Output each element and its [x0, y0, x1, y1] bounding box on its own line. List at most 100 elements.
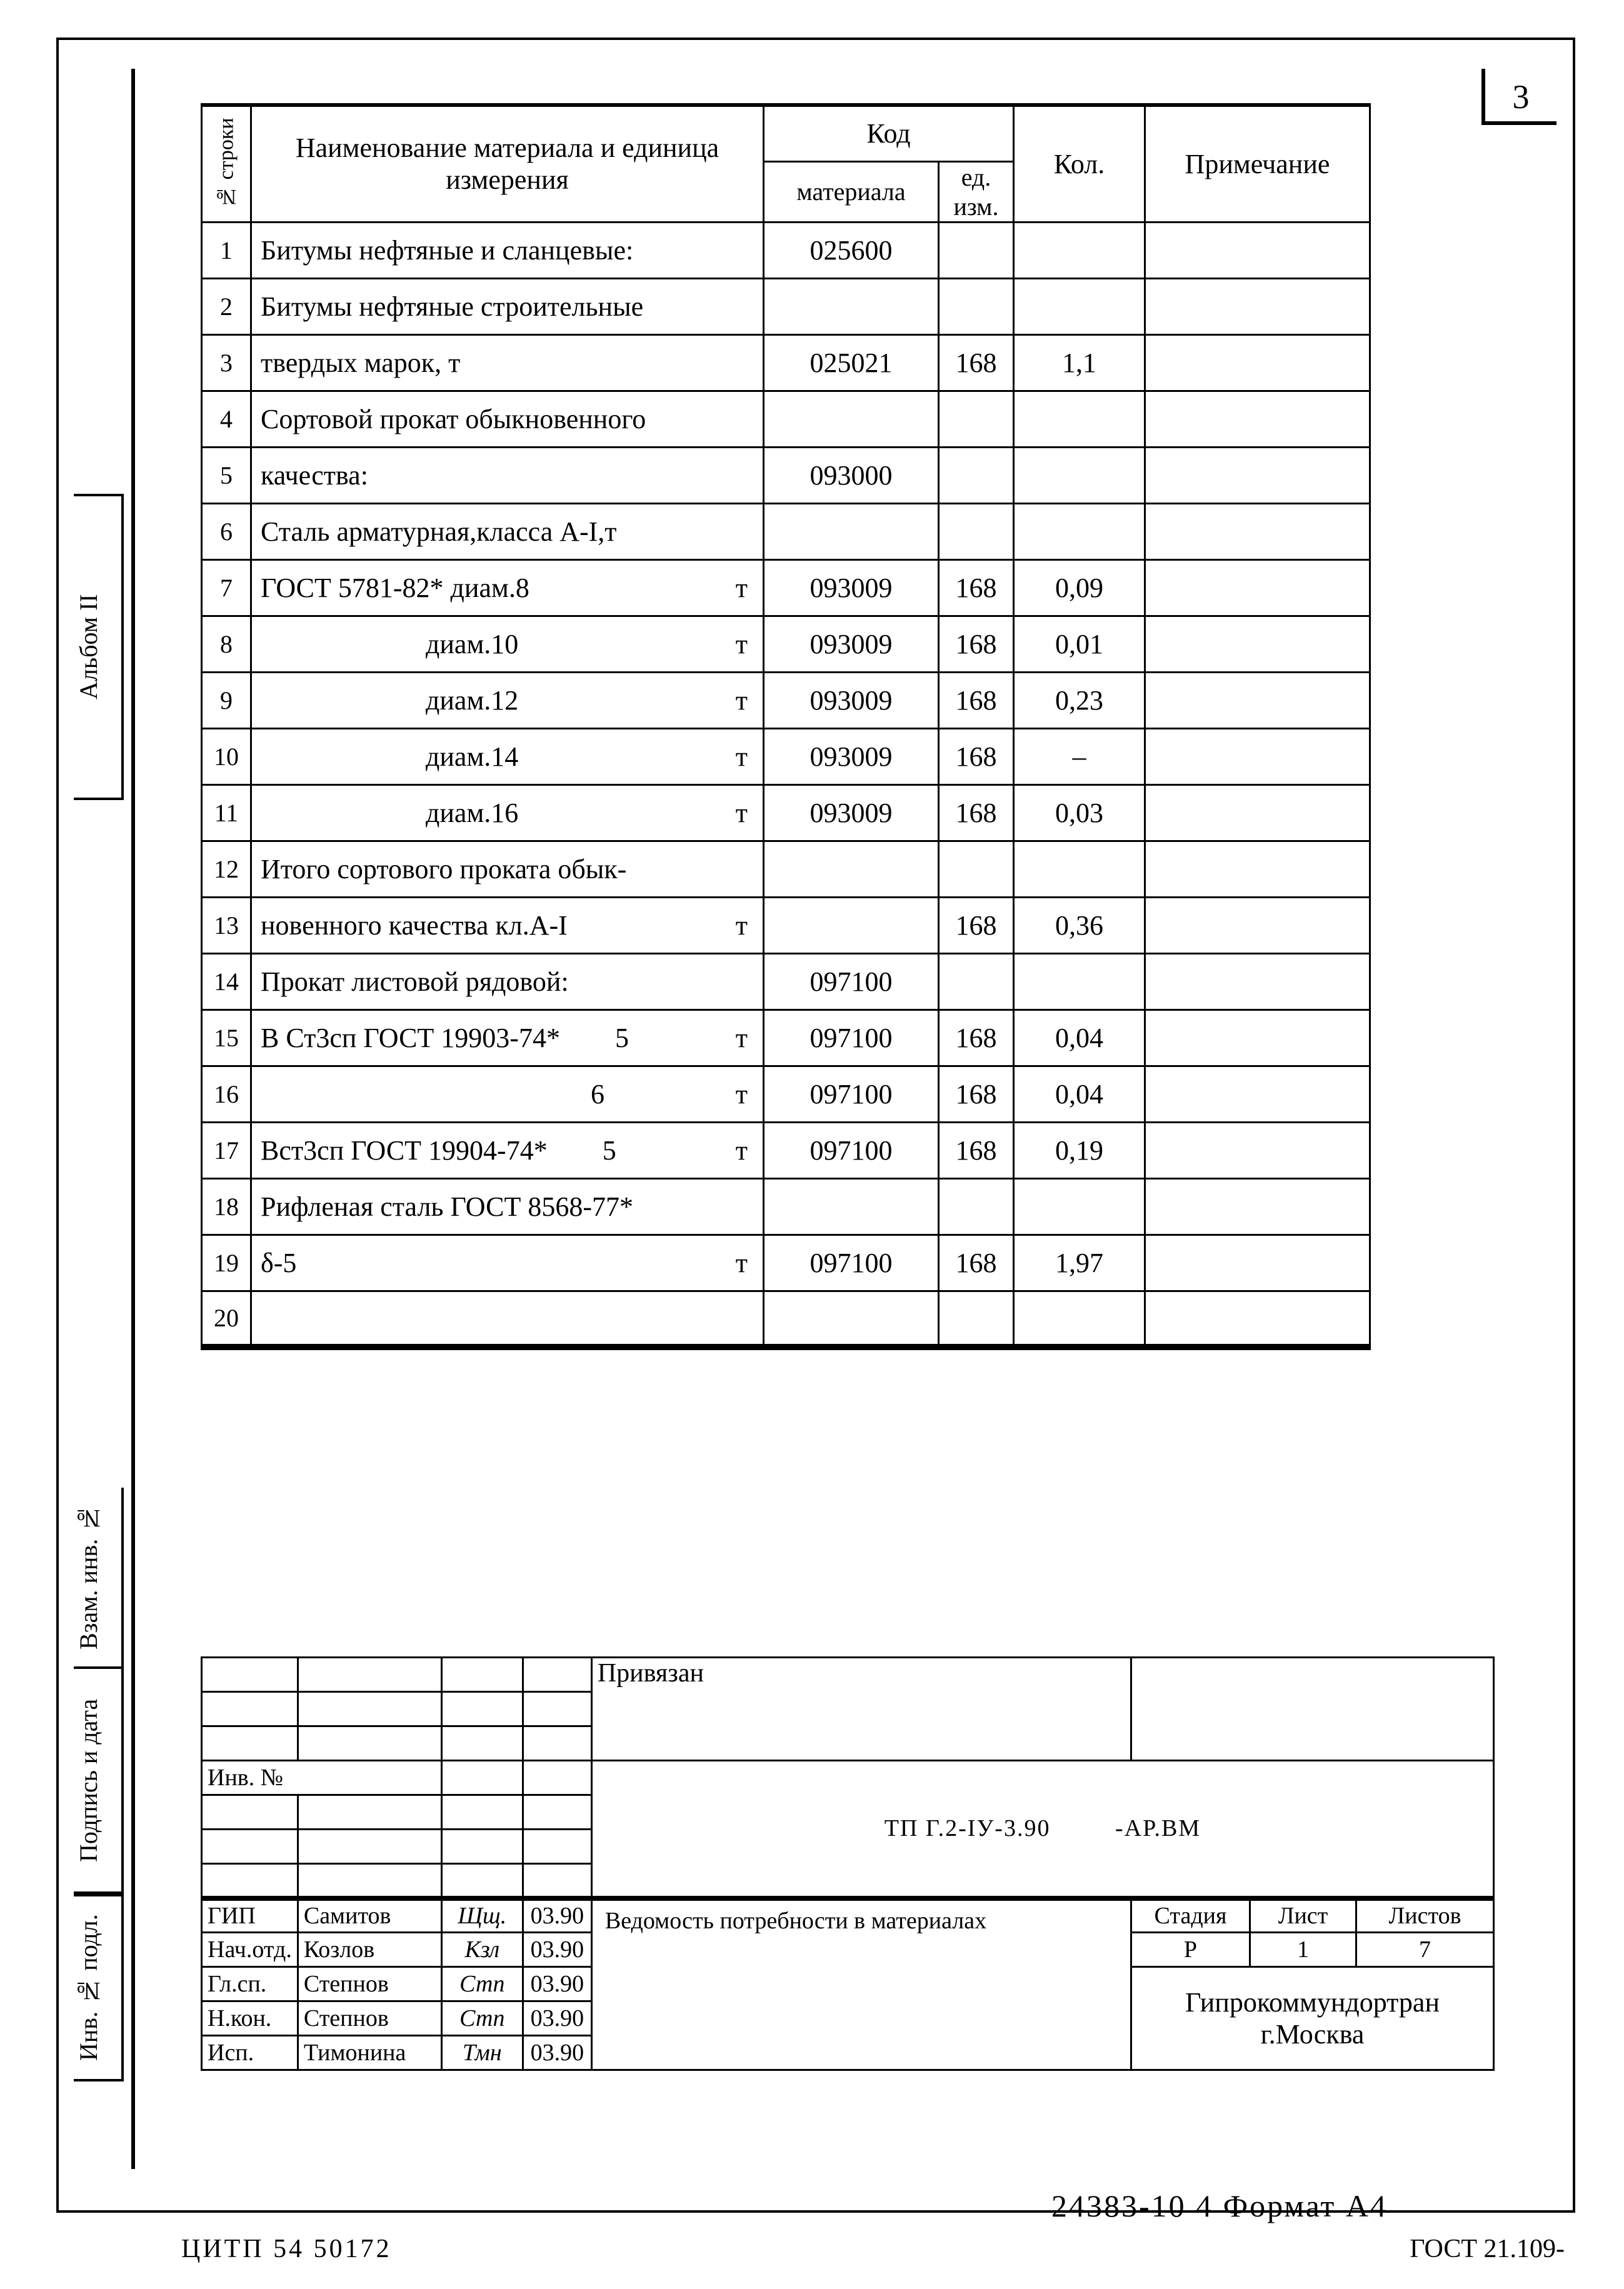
material-unit: т: [736, 1078, 754, 1110]
cell-kol: 0,19: [1014, 1122, 1145, 1178]
cell-prim: [1145, 1291, 1370, 1347]
cell-prim: [1145, 447, 1370, 503]
material-name: Сталь арматурная,класса А-I,т: [261, 516, 617, 548]
cell-kol: 0,04: [1014, 1066, 1145, 1122]
footer-right: ГОСТ 21.109-: [1410, 2234, 1565, 2264]
cell-kol: [1014, 841, 1145, 897]
material-name: В Ст3сп ГОСТ 19903-74* 5: [261, 1022, 629, 1054]
cell-ed: [939, 953, 1014, 1009]
cell-kol: 0,09: [1014, 559, 1145, 616]
material-unit: [748, 459, 754, 491]
name-2: Степнов: [298, 1967, 441, 2001]
material-unit: т: [736, 909, 754, 941]
cell-ed: 168: [939, 1009, 1014, 1066]
cell-ed: 168: [939, 616, 1014, 672]
material-name: качества:: [261, 459, 368, 491]
table-row: 10 диам.14т093009168–: [202, 728, 1370, 784]
row-name: Сталь арматурная,класса А-I,т: [251, 503, 764, 559]
cell-prim: [1145, 784, 1370, 841]
material-unit: [748, 853, 754, 885]
cell-ed: [939, 278, 1014, 334]
row-name: 6т: [251, 1066, 764, 1122]
privyazan-label: Привязан: [591, 1658, 1131, 1761]
row-name: Битумы нефтяные строительные: [251, 278, 764, 334]
cell-ed: 168: [939, 728, 1014, 784]
table-row: 11 диам.16т0930091680,03: [202, 784, 1370, 841]
row-num: 4: [202, 391, 251, 447]
row-name: новенного качества кл.А-I т: [251, 897, 764, 953]
material-name: диам.16: [261, 797, 518, 829]
cell-ed: [939, 841, 1014, 897]
material-name: диам.14: [261, 741, 518, 773]
table-row: 4Сортовой прокат обыкновенного: [202, 391, 1370, 447]
material-unit: т: [736, 572, 754, 604]
table-row: 18Рифленая сталь ГОСТ 8568-77*: [202, 1178, 1370, 1235]
table-row: 9 диам.12т0930091680,23: [202, 672, 1370, 728]
cell-mat: 097100: [764, 953, 939, 1009]
cell-ed: 168: [939, 784, 1014, 841]
row-name: Вст3сп ГОСТ 19904-74* 5 т: [251, 1122, 764, 1178]
cell-prim: [1145, 1009, 1370, 1066]
date-0: 03.90: [523, 1898, 591, 1933]
cell-prim: [1145, 503, 1370, 559]
material-unit: т: [736, 1134, 754, 1166]
row-name: Битумы нефтяные и сланцевые:: [251, 222, 764, 278]
col-name: Наименование материала и единица измерен…: [251, 105, 764, 222]
cell-mat: 093009: [764, 728, 939, 784]
material-unit: т: [736, 741, 754, 773]
cell-mat: [764, 278, 939, 334]
cell-ed: 168: [939, 559, 1014, 616]
cell-kol: [1014, 391, 1145, 447]
date-2: 03.90: [523, 1967, 591, 2001]
row-num: 20: [202, 1291, 251, 1347]
cell-mat: [764, 391, 939, 447]
col-kod-ed: ед. изм.: [939, 161, 1014, 222]
row-num: 13: [202, 897, 251, 953]
material-unit: [748, 347, 754, 379]
cell-ed: 168: [939, 1066, 1014, 1122]
materials-table: № строки Наименование материала и единиц…: [201, 103, 1371, 1350]
cell-kol: [1014, 953, 1145, 1009]
sig-4: Тмн: [441, 2036, 523, 2070]
material-name: Битумы нефтяные строительные: [261, 291, 643, 323]
cell-mat: 025021: [764, 334, 939, 391]
table-row: 5 качества: 093000: [202, 447, 1370, 503]
cell-mat: 097100: [764, 1122, 939, 1178]
cell-prim: [1145, 616, 1370, 672]
cell-mat: 097100: [764, 1009, 939, 1066]
table-row: 12Итого сортового проката обык-: [202, 841, 1370, 897]
organization: Гипрокоммундортран г.Москва: [1131, 1967, 1494, 2070]
row-num: 12: [202, 841, 251, 897]
cell-kol: [1014, 1178, 1145, 1235]
material-name: 6: [261, 1078, 604, 1110]
cell-prim: [1145, 1066, 1370, 1122]
sig-0: Щщ.: [441, 1898, 523, 1933]
cell-prim: [1145, 559, 1370, 616]
table-row: 2 Битумы нефтяные строительные: [202, 278, 1370, 334]
cell-kol: 0,23: [1014, 672, 1145, 728]
cell-prim: [1145, 841, 1370, 897]
row-name: Итого сортового проката обык-: [251, 841, 764, 897]
cell-mat: 093000: [764, 447, 939, 503]
role-2: Гл.сп.: [202, 1967, 298, 2001]
material-unit: т: [736, 628, 754, 660]
cell-ed: [939, 222, 1014, 278]
name-3: Степнов: [298, 2001, 441, 2036]
row-num: 7: [202, 559, 251, 616]
material-name: Вст3сп ГОСТ 19904-74* 5: [261, 1134, 616, 1166]
cell-kol: [1014, 503, 1145, 559]
date-3: 03.90: [523, 2001, 591, 2036]
cell-prim: [1145, 391, 1370, 447]
cell-kol: 0,04: [1014, 1009, 1145, 1066]
material-name: твердых марок, т: [261, 347, 460, 379]
table-row: 13новенного качества кл.А-Iт1680,36: [202, 897, 1370, 953]
sig-3: Стп: [441, 2001, 523, 2036]
col-kod: Код: [764, 105, 1014, 161]
stadiya: Р: [1131, 1933, 1250, 1967]
material-name: новенного качества кл.А-I: [261, 909, 568, 941]
row-name: ГОСТ 5781-82* диам.8т: [251, 559, 764, 616]
row-num: 5: [202, 447, 251, 503]
material-unit: [748, 1191, 754, 1223]
row-num: 2: [202, 278, 251, 334]
cell-kol: 0,36: [1014, 897, 1145, 953]
